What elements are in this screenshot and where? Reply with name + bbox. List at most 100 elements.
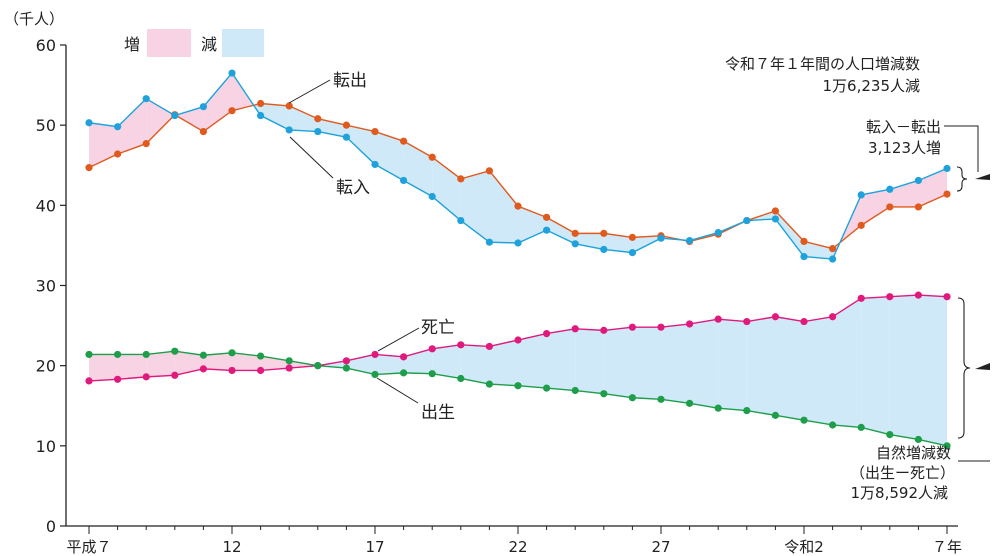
data-point-tennyu [114,123,122,131]
natural-change-value: 1万8,592人減 [851,484,949,502]
data-point-shussei [686,399,694,407]
data-point-tennyu [285,126,293,134]
leader-tennyu [289,136,334,179]
data-point-tennyu [342,133,350,141]
data-point-tennyu [571,240,579,248]
data-point-tennyu [314,127,322,136]
data-point-shibou [342,357,350,365]
data-point-tenshutsu [943,190,951,198]
legend: 増 減 [124,29,264,57]
social-change-brace [956,166,968,192]
data-point-tennyu [428,192,436,201]
natural-decrease-area [661,323,690,404]
natural-decrease-area [689,319,719,409]
data-point-tenshutsu [543,213,551,221]
data-point-tennyu [686,236,694,245]
data-point-tenshutsu [857,221,865,229]
data-point-shibou [628,323,637,331]
data-point-tennyu [886,185,894,193]
x-ticks: 平成７ 12 17 22 27 令和2 ７年 [66,526,962,556]
leader-tenshutsu [288,79,331,104]
x-tick-label: 令和2 [784,538,824,556]
data-point-shibou [257,366,265,375]
data-point-tenshutsu [600,229,608,237]
natural-decrease-area [575,328,604,394]
natural-increase-area [146,351,175,377]
migration-increase-area [175,106,204,132]
data-point-tennyu [943,164,951,173]
migration-decrease-area [289,105,318,132]
data-point-shussei [285,357,293,365]
migration-decrease-area [603,233,633,253]
data-point-tenshutsu [142,139,150,148]
migration-decrease-area [489,170,518,243]
data-point-tennyu [829,255,837,263]
data-point-tennyu [485,238,493,246]
data-point-tenshutsu [342,121,350,129]
data-point-shussei [342,364,350,372]
social-change-title: 転入－転出 [866,118,941,136]
data-point-shibou [771,313,780,321]
data-point-shibou [829,313,837,321]
data-point-tenshutsu [85,164,93,172]
data-point-tenshutsu [428,153,436,161]
data-point-tennyu [371,160,379,169]
natural-increase-area [174,351,204,376]
data-point-shussei [457,374,465,383]
data-point-tennyu [628,249,637,257]
data-point-shibou [285,364,293,372]
data-point-shussei [257,352,265,360]
data-point-shibou [686,320,694,328]
data-point-tenshutsu [199,127,207,136]
data-point-shussei [943,442,951,450]
data-point-shibou [943,293,951,301]
data-point-tenshutsu [886,203,894,211]
data-point-shussei [314,362,322,370]
data-point-shussei [543,384,551,392]
migration-increase-area [117,98,147,155]
data-point-tennyu [800,253,808,261]
social-change-arrow [975,174,990,180]
natural-decrease-area [518,333,547,389]
data-point-tenshutsu [285,102,293,110]
summary-value: 1万6,235人減 [823,77,921,95]
migration-decrease-area [460,170,490,243]
data-point-shibou [457,341,465,349]
data-point-shussei [428,370,436,378]
data-point-shibou [914,291,923,299]
natural-decrease-area [804,316,833,425]
data-point-shussei [914,435,923,444]
data-point-tenshutsu [571,229,579,237]
data-point-shussei [800,416,808,424]
y-tick-label: 30 [36,276,56,295]
y-tick-label: 40 [36,196,56,215]
data-point-tennyu [771,215,780,223]
data-point-shussei [628,394,637,402]
natural-increase-area [203,352,232,371]
annotation-shussei: 出生 [421,403,455,423]
natural-decrease-area [632,327,661,400]
natural-decrease-area [718,319,747,411]
difference-fills [89,73,947,446]
y-tick-label: 20 [36,357,56,376]
data-point-shussei [228,349,236,357]
data-point-tenshutsu [400,137,408,145]
data-point-shussei [514,382,522,390]
data-point-shussei [743,406,751,415]
y-tick-label: 50 [36,116,56,135]
data-point-shussei [371,370,379,379]
social-change-leader [944,125,979,172]
data-point-shibou [228,366,236,375]
data-point-tenshutsu [371,127,379,136]
natural-decrease-area [460,344,490,385]
data-point-tennyu [514,239,522,247]
data-point-shussei [400,369,408,377]
data-point-shibou [857,294,865,302]
natural-change-title: 自然増減数 [876,444,951,462]
data-point-tennyu [743,216,751,225]
y-ticks: 0 10 20 30 40 50 60 [36,36,66,536]
data-point-shibou [886,293,894,301]
data-point-tenshutsu [457,175,465,183]
data-point-shibou [400,353,408,361]
migration-increase-area [861,189,890,226]
